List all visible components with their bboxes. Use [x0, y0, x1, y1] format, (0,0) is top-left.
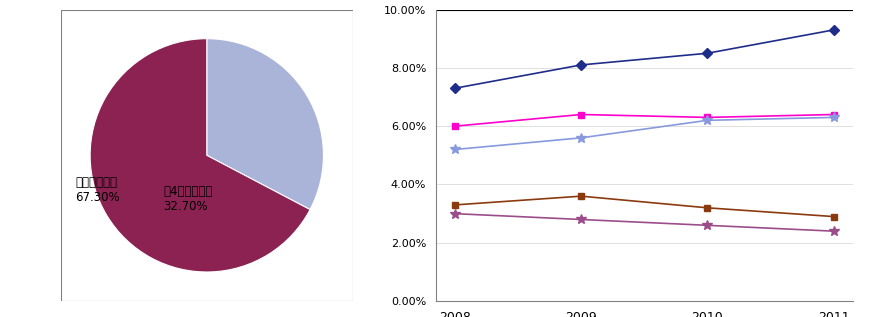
金伯利 [449, 212, 460, 216]
恒安 [827, 28, 838, 32]
金伯利 [701, 223, 712, 227]
恒安 [575, 63, 586, 67]
维达 [449, 148, 460, 152]
Wedge shape [90, 39, 309, 272]
恒安 [701, 51, 712, 55]
维达 [827, 115, 838, 119]
金红叶 [827, 113, 838, 116]
Bar [61, 10, 352, 301]
维达 [701, 119, 712, 122]
中顺洁柔 [827, 215, 838, 218]
Text: 图 18： 各公司市场占有率变化（%）: 图 18： 各公司市场占有率变化（%） [435, 0, 576, 1]
Line: 金伯利: 金伯利 [449, 209, 838, 236]
Text: 其他生产商，
67.30%: 其他生产商， 67.30% [76, 176, 120, 204]
Line: 金红叶: 金红叶 [451, 111, 836, 130]
金红叶 [449, 124, 460, 128]
金红叶 [701, 115, 712, 119]
金红叶 [575, 113, 586, 116]
Line: 中顺洁柔: 中顺洁柔 [451, 193, 836, 220]
恒安 [449, 86, 460, 90]
维达 [575, 136, 586, 140]
Line: 维达: 维达 [449, 113, 838, 154]
中顺洁柔 [701, 206, 712, 210]
Wedge shape [207, 39, 323, 210]
中顺洁柔 [575, 194, 586, 198]
金伯利 [827, 229, 838, 233]
金伯利 [575, 217, 586, 221]
中顺洁柔 [449, 203, 460, 207]
Text: 前4位生产商，
32.70%: 前4位生产商， 32.70% [163, 185, 212, 213]
Line: 恒安: 恒安 [451, 26, 836, 92]
